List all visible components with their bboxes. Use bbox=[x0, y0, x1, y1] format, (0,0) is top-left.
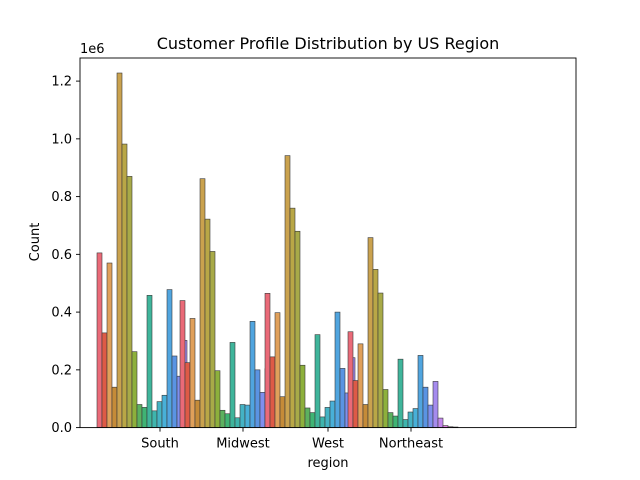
bar-midwest-8 bbox=[214, 370, 221, 428]
bar-midwest-5 bbox=[199, 178, 206, 428]
bar-midwest-6 bbox=[204, 218, 211, 428]
bar-northeast-6 bbox=[372, 269, 379, 428]
bar-midwest-16 bbox=[254, 369, 261, 428]
y-axis-label: Count bbox=[28, 223, 43, 262]
bar-northeast-19 bbox=[437, 417, 444, 428]
y-offset-label: 1e6 bbox=[80, 42, 105, 57]
x-tick-label-west: West bbox=[312, 437, 344, 452]
bar-south-16 bbox=[171, 355, 178, 428]
y-tick-label: 1.0 bbox=[51, 132, 72, 147]
bar-midwest-15 bbox=[249, 321, 256, 428]
bar-northeast-17 bbox=[427, 404, 434, 428]
bar-midwest-7 bbox=[209, 251, 216, 428]
bar-south-5 bbox=[116, 72, 123, 428]
bar-northeast-15 bbox=[417, 355, 424, 428]
bar-west-16 bbox=[339, 368, 346, 428]
bar-west-14 bbox=[329, 400, 336, 428]
bar-northeast-12 bbox=[402, 419, 409, 428]
bar-west-9 bbox=[304, 407, 311, 428]
bar-south-8 bbox=[131, 351, 138, 428]
x-tick-label-midwest: Midwest bbox=[216, 437, 270, 452]
bar-west-12 bbox=[319, 416, 326, 428]
bar-midwest-2 bbox=[184, 362, 191, 428]
bar-northeast-13 bbox=[407, 411, 414, 428]
bar-west-4 bbox=[279, 396, 286, 428]
bar-northeast-3 bbox=[357, 343, 364, 428]
y-tick-label: 0.6 bbox=[51, 248, 72, 263]
y-axis: 0.0 0.2 0.4 0.6 0.8 1.0 1.2 bbox=[51, 75, 80, 436]
y-tick-label: 0.0 bbox=[51, 421, 72, 436]
y-tick-label: 0.2 bbox=[51, 363, 72, 378]
bar-northeast-5 bbox=[367, 237, 374, 428]
bar-south-11 bbox=[146, 295, 153, 428]
y-tick-label: 0.8 bbox=[51, 190, 72, 205]
bar-south-6 bbox=[121, 143, 128, 428]
bar-northeast-10 bbox=[392, 415, 399, 428]
bar-northeast-18 bbox=[432, 381, 439, 428]
bar-west-11 bbox=[314, 334, 321, 428]
bar-west-8 bbox=[299, 364, 306, 428]
bar-midwest-9 bbox=[219, 409, 226, 428]
bar-west-7 bbox=[294, 230, 301, 428]
bar-south-4 bbox=[111, 386, 118, 428]
x-axis: South Midwest West Northeast bbox=[141, 427, 443, 452]
bar-west-1 bbox=[264, 293, 271, 428]
bar-northeast-2 bbox=[352, 380, 359, 428]
bar-northeast-4 bbox=[362, 404, 369, 428]
bar-south-2 bbox=[101, 332, 108, 428]
bar-midwest-3 bbox=[189, 318, 196, 428]
bar-midwest-17 bbox=[259, 392, 266, 428]
bar-midwest-12 bbox=[234, 417, 241, 428]
bar-south-3 bbox=[106, 262, 113, 428]
bar-midwest-4 bbox=[194, 399, 201, 428]
bar-west-13 bbox=[324, 407, 331, 428]
bar-south-12 bbox=[151, 410, 158, 428]
bar-northeast-9 bbox=[387, 412, 394, 428]
bar-south-14 bbox=[161, 394, 168, 428]
bar-south-15 bbox=[166, 289, 173, 428]
bar-west-6 bbox=[289, 207, 296, 428]
bar-midwest-11 bbox=[229, 342, 236, 428]
bar-south-13 bbox=[156, 401, 163, 428]
bar-west-10 bbox=[309, 412, 316, 428]
chart-title: Customer Profile Distribution by US Regi… bbox=[157, 34, 500, 53]
bar-northeast-8 bbox=[382, 389, 389, 428]
y-tick-label: 1.2 bbox=[51, 75, 72, 90]
x-axis-label: region bbox=[307, 456, 348, 471]
bar-south-10 bbox=[141, 407, 148, 428]
x-tick-label-northeast: Northeast bbox=[379, 437, 443, 452]
bar-northeast-11 bbox=[397, 358, 404, 428]
bar-south-1 bbox=[96, 252, 103, 428]
bar-northeast-7 bbox=[377, 292, 384, 428]
bar-south-9 bbox=[136, 404, 143, 428]
bar-west-2 bbox=[269, 356, 276, 428]
bar-west-15 bbox=[334, 311, 341, 428]
bar-northeast-1 bbox=[347, 331, 354, 428]
bar-west-5 bbox=[284, 155, 291, 428]
bar-midwest-13 bbox=[239, 404, 246, 428]
bar-south-7 bbox=[126, 176, 133, 428]
bar-midwest-10 bbox=[224, 413, 231, 428]
bar-midwest-14 bbox=[244, 404, 251, 428]
y-tick-label: 0.4 bbox=[51, 306, 72, 321]
bar-northeast-14 bbox=[412, 408, 419, 428]
x-tick-label-south: South bbox=[141, 437, 179, 452]
bar-midwest-1 bbox=[179, 300, 186, 428]
bar-northeast-16 bbox=[422, 386, 429, 428]
bar-west-3 bbox=[274, 312, 281, 428]
